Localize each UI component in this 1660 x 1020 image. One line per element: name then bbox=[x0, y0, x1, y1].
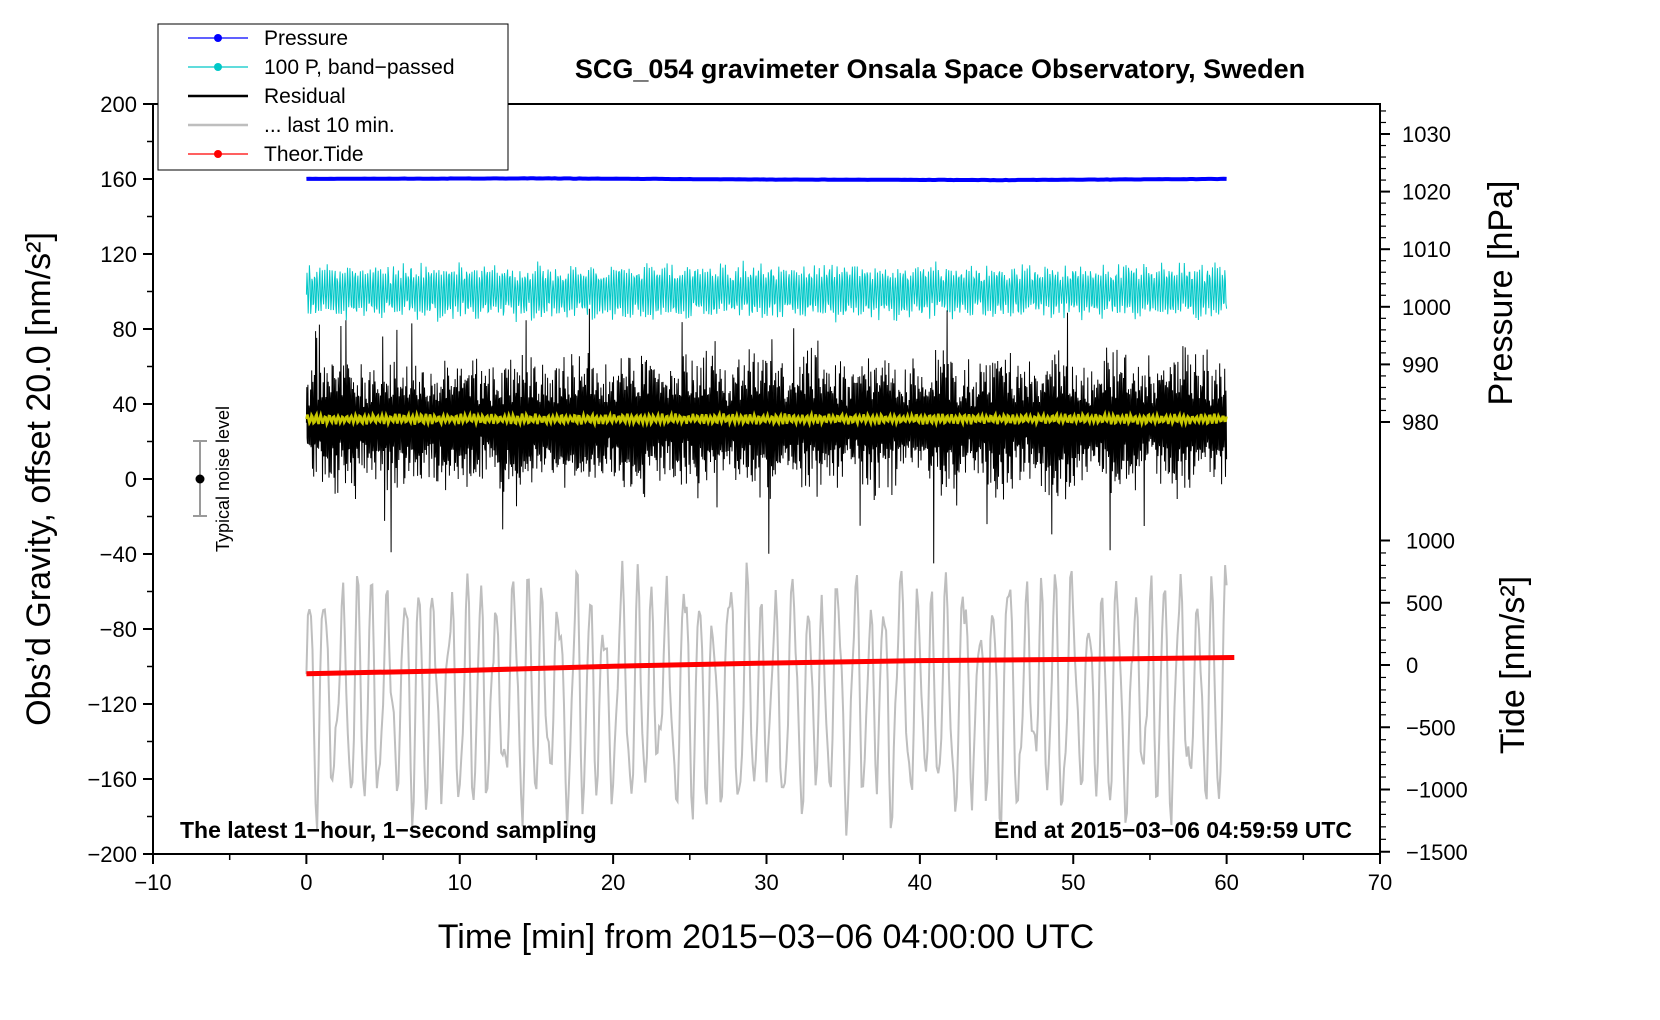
series-pressure bbox=[306, 176, 1227, 183]
pressure-tick-label: 1020 bbox=[1402, 180, 1451, 205]
y-axis-title-tide: Tide [nm/s²] bbox=[1494, 576, 1532, 754]
y-axis-title-left: Obs’d Gravity, offset 20.0 [nm/s²] bbox=[20, 232, 58, 726]
y-tick-label: 120 bbox=[100, 242, 137, 267]
legend-marker bbox=[214, 63, 222, 71]
pressure-tick-label: 1000 bbox=[1402, 295, 1451, 320]
y-tick-label: 80 bbox=[113, 317, 137, 342]
y-tick-label: 0 bbox=[125, 467, 137, 492]
x-tick-label: 70 bbox=[1368, 870, 1392, 895]
y-tick-label: −160 bbox=[87, 767, 137, 792]
legend-marker bbox=[214, 34, 222, 42]
x-axis-title: Time [min] from 2015−03−06 04:00:00 UTC bbox=[438, 918, 1094, 956]
legend-label: Theor.Tide bbox=[264, 143, 364, 166]
legend: Pressure 100 P, band−passed Residual ... la… bbox=[157, 23, 509, 171]
legend-label: 100 P, band−passed bbox=[264, 56, 455, 79]
noise-label: Typical noise level bbox=[213, 406, 233, 552]
axes: −10 0 10 20 30 40 50 60 7020016012080400−40−80−1… bbox=[87, 92, 1467, 895]
series-theor-tide bbox=[306, 655, 1235, 677]
y-tick-label: 200 bbox=[100, 92, 137, 117]
footer-right: End at 2015−03−06 04:59:59 UTC bbox=[994, 817, 1352, 843]
y-tick-label: −80 bbox=[100, 617, 137, 642]
tide-tick-label: 0 bbox=[1406, 653, 1418, 678]
y-axis-title-pressure: Pressure [hPa] bbox=[1482, 181, 1520, 406]
pressure-tick-label: 990 bbox=[1402, 352, 1439, 377]
y-tick-label: −200 bbox=[87, 842, 137, 867]
legend-label: Residual bbox=[264, 85, 346, 108]
x-tick-label: 20 bbox=[601, 870, 625, 895]
noise-point bbox=[195, 474, 205, 484]
legend-marker bbox=[214, 150, 222, 158]
noise-indicator: Typical noise level bbox=[193, 406, 233, 552]
series-residual-smoothed bbox=[305, 409, 1228, 429]
y-tick-label: −120 bbox=[87, 692, 137, 717]
pressure-tick-label: 1010 bbox=[1402, 237, 1451, 262]
tide-tick-label: 1000 bbox=[1406, 529, 1455, 554]
x-tick-label: 0 bbox=[300, 870, 312, 895]
legend-label: ... last 10 min. bbox=[264, 114, 395, 137]
x-tick-label: 40 bbox=[908, 870, 932, 895]
y-tick-label: 40 bbox=[113, 392, 137, 417]
x-tick-label: 30 bbox=[754, 870, 778, 895]
x-tick-label: 60 bbox=[1214, 870, 1238, 895]
tide-tick-label: −1500 bbox=[1406, 840, 1468, 865]
x-tick-label: 50 bbox=[1061, 870, 1085, 895]
tide-tick-label: −500 bbox=[1406, 715, 1456, 740]
plot-frame bbox=[152, 103, 1381, 855]
series-band-passed bbox=[305, 260, 1228, 323]
series-residual bbox=[305, 308, 1228, 564]
chart-title: SCG_054 gravimeter Onsala Space Observat… bbox=[575, 54, 1305, 84]
data-series bbox=[305, 176, 1235, 836]
pressure-tick-label: 980 bbox=[1402, 410, 1439, 435]
footer-left: The latest 1−hour, 1−second sampling bbox=[180, 817, 597, 843]
pressure-tick-label: 1030 bbox=[1402, 122, 1451, 147]
tide-tick-label: −1000 bbox=[1406, 778, 1468, 803]
x-tick-label: 10 bbox=[448, 870, 472, 895]
tide-tick-label: 500 bbox=[1406, 591, 1443, 616]
legend-label: Pressure bbox=[264, 27, 348, 50]
y-tick-label: 160 bbox=[100, 167, 137, 192]
x-tick-label: −10 bbox=[134, 870, 171, 895]
series-last-10-min bbox=[305, 560, 1228, 836]
y-tick-label: −40 bbox=[100, 542, 137, 567]
